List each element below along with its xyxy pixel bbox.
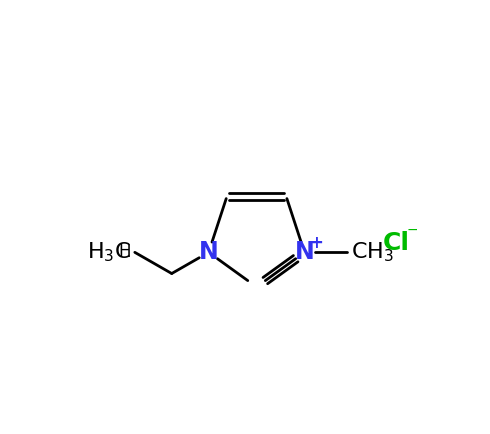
Text: Cl: Cl [383, 231, 410, 255]
Text: +: + [309, 234, 323, 252]
Text: N: N [199, 240, 219, 264]
Text: $\mathdefault{H_3C}$: $\mathdefault{H_3C}$ [87, 240, 131, 264]
Text: $\mathdefault{CH_3}$: $\mathdefault{CH_3}$ [351, 240, 394, 264]
Text: H: H [119, 243, 131, 261]
Text: $^{-}$: $^{-}$ [406, 225, 418, 244]
Text: N: N [294, 240, 314, 264]
